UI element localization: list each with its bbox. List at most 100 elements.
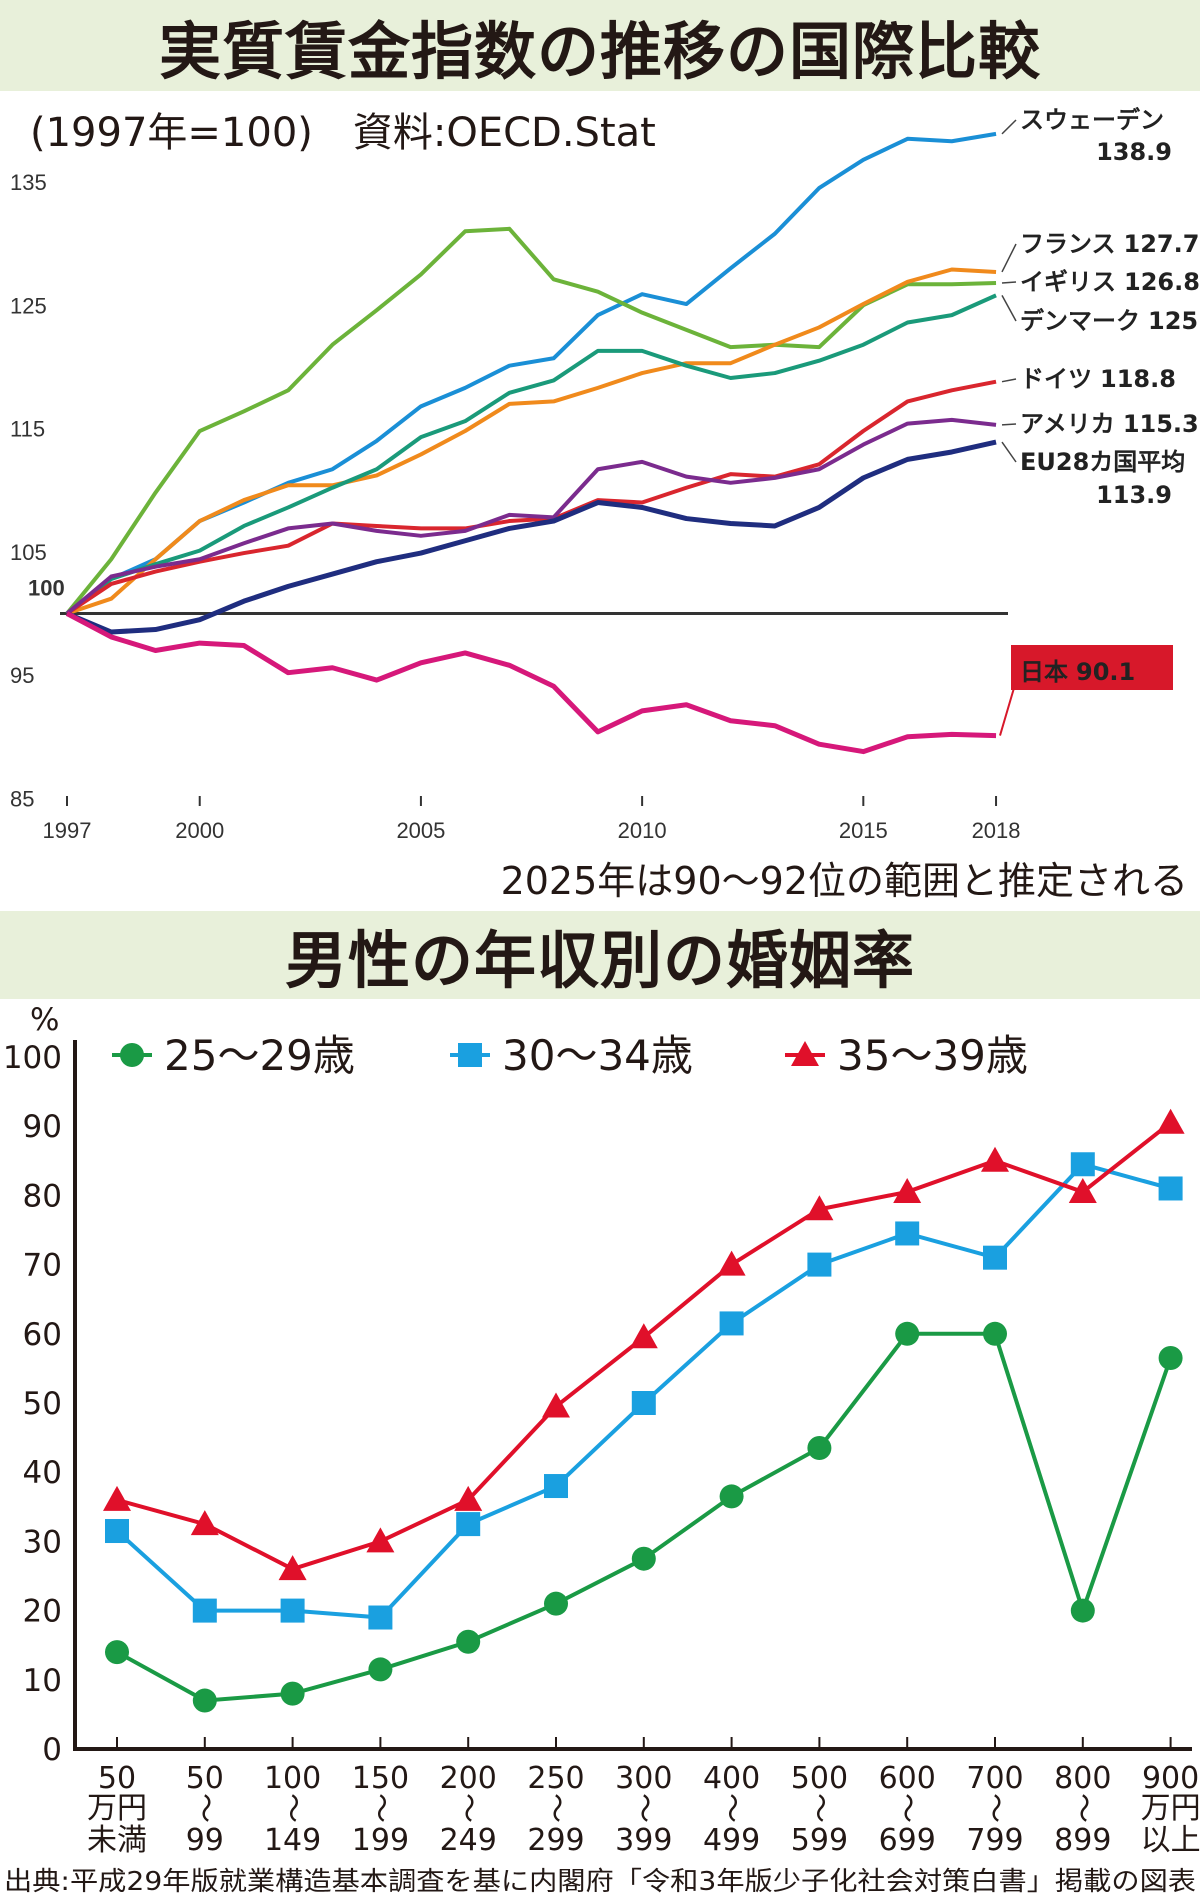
data-point-circle [631,1546,656,1571]
data-point-square [368,1605,393,1630]
wage-index-chart: 135 125 115 105 100 95 85 1997 2000 2005 2010 2015 2… [10,106,1200,840]
data-point-circle [1070,1598,1095,1623]
japan-label: 日本 90.1 [1020,658,1135,686]
japan-label-box [1011,645,1173,690]
y-tick-label: 80 [23,1178,62,1214]
data-point-triangle [103,1485,131,1511]
data-point-triangle [1068,1177,1097,1203]
japan-label-name: 日本 [1020,658,1068,686]
data-point-circle [544,1591,568,1616]
y-tick-label: 135 [10,170,47,195]
series-line-1 [65,226,997,615]
y-tick-label: 105 [10,540,47,565]
x-category-label: 以上 [1141,1823,1200,1858]
leader-line [1001,243,1017,273]
series-label: イギリス 126.8 [1020,268,1200,296]
x-tick-label: 1997 [43,818,92,840]
series-label-value: 138.9 [1096,138,1172,166]
x-category-label: 700 [966,1761,1023,1796]
chart1-subtitle: (1997年=100) 資料:OECD.Stat [30,110,656,156]
data-point-square [895,1221,920,1246]
x-tick-label: 2010 [618,818,667,840]
data-point-square [456,1512,481,1537]
y-tick-label: 90 [23,1109,62,1145]
y-tick-label: 85 [10,786,34,811]
x-category-label: ～ [714,1793,749,1823]
x-category-label: 50 [186,1761,224,1796]
data-point-square [280,1598,305,1623]
marriage-rate-chart: %010203040506070809010050万円未満50～99100～14… [3,1002,1200,1897]
series-line-4 [65,379,997,616]
x-category-label: 99 [186,1823,224,1858]
series-label-name: EU28カ国平均 [1020,448,1185,476]
data-point-circle [280,1681,305,1706]
data-point-circle [105,1640,129,1665]
data-point-circle [1158,1346,1183,1371]
data-point-circle [368,1657,393,1682]
legend-label: 25～29歳 [164,1031,355,1080]
x-category-label: ～ [977,1793,1012,1823]
data-point-circle [192,1688,217,1713]
data-point-triangle [454,1485,483,1511]
data-point-square [807,1252,832,1277]
x-tick-label: 2000 [175,818,224,840]
estimate-note: 2025年は90～92位の範囲と推定される [500,859,1188,903]
data-point-square [1158,1176,1183,1201]
x-category-label: 300 [615,1761,672,1796]
series-label-name: スウェーデン [1020,106,1164,134]
x-category-label: ～ [187,1793,222,1823]
x-category-label: 900 [1142,1761,1199,1796]
x-category-label: 400 [703,1761,760,1796]
data-point-square [105,1519,129,1544]
data-point-square [719,1311,744,1336]
y-tick-label: 60 [23,1317,62,1353]
x-category-label: 399 [615,1823,672,1858]
y-tick-label: 100 [3,1040,62,1076]
series-line-6 [66,439,997,635]
data-point-square [544,1474,568,1499]
series-line-0 [65,131,997,616]
data-point-circle [983,1321,1007,1346]
x-tick-label: 2015 [839,818,888,840]
x-category-label: 50 [98,1761,136,1796]
legend-marker-circle [120,1043,144,1067]
data-point-triangle [981,1146,1009,1172]
data-point-triangle [805,1195,834,1221]
y-tick-label: 125 [10,293,47,318]
x-category-label: 100 [264,1761,321,1796]
series-label-name: アメリカ [1020,410,1115,438]
series-label-value: 113.9 [1096,481,1172,509]
source-note: 出典:平成29年版就業構造基本調査を基に内閣府「令和3年版少子化社会対策白書」掲… [4,1867,1196,1897]
x-category-label: ～ [538,1793,573,1823]
x-category-label: 799 [966,1823,1023,1858]
japan-label-value: 90.1 [1076,658,1135,686]
series-label-name: フランス [1020,230,1116,258]
x-category-label: 万円 [87,1791,147,1826]
chart2-title: 男性の年収別の婚姻率 [284,924,915,997]
japan-leader-line [999,687,1015,736]
series-label-value: 125.8 [1148,307,1200,335]
x-category-label: 499 [703,1823,760,1858]
x-category-label: 249 [440,1823,497,1858]
x-category-label: 899 [1054,1823,1111,1858]
x-category-label: 800 [1054,1761,1111,1796]
y-tick-label: 70 [23,1248,62,1284]
y-tick-label: 0 [42,1732,62,1768]
y-tick-label: 100 [28,576,65,601]
data-point-circle [456,1629,481,1654]
leader-line [1001,378,1017,383]
leader-line [1001,295,1017,322]
series-line-0 [116,1331,1173,1703]
data-point-triangle [717,1250,746,1276]
data-point-square [192,1598,217,1623]
series-label-name: ドイツ [1020,365,1092,393]
y-tick-label: 95 [10,663,34,688]
series-label: デンマーク 125.8 [1020,307,1200,335]
data-point-triangle [1156,1108,1185,1134]
x-category-label: 150 [352,1761,409,1796]
data-point-triangle [542,1392,570,1418]
data-point-triangle [629,1323,658,1349]
series-label: アメリカ 115.3 [1020,410,1199,438]
x-tick-label: 2018 [972,818,1021,840]
y-tick-label: 115 [10,417,45,442]
